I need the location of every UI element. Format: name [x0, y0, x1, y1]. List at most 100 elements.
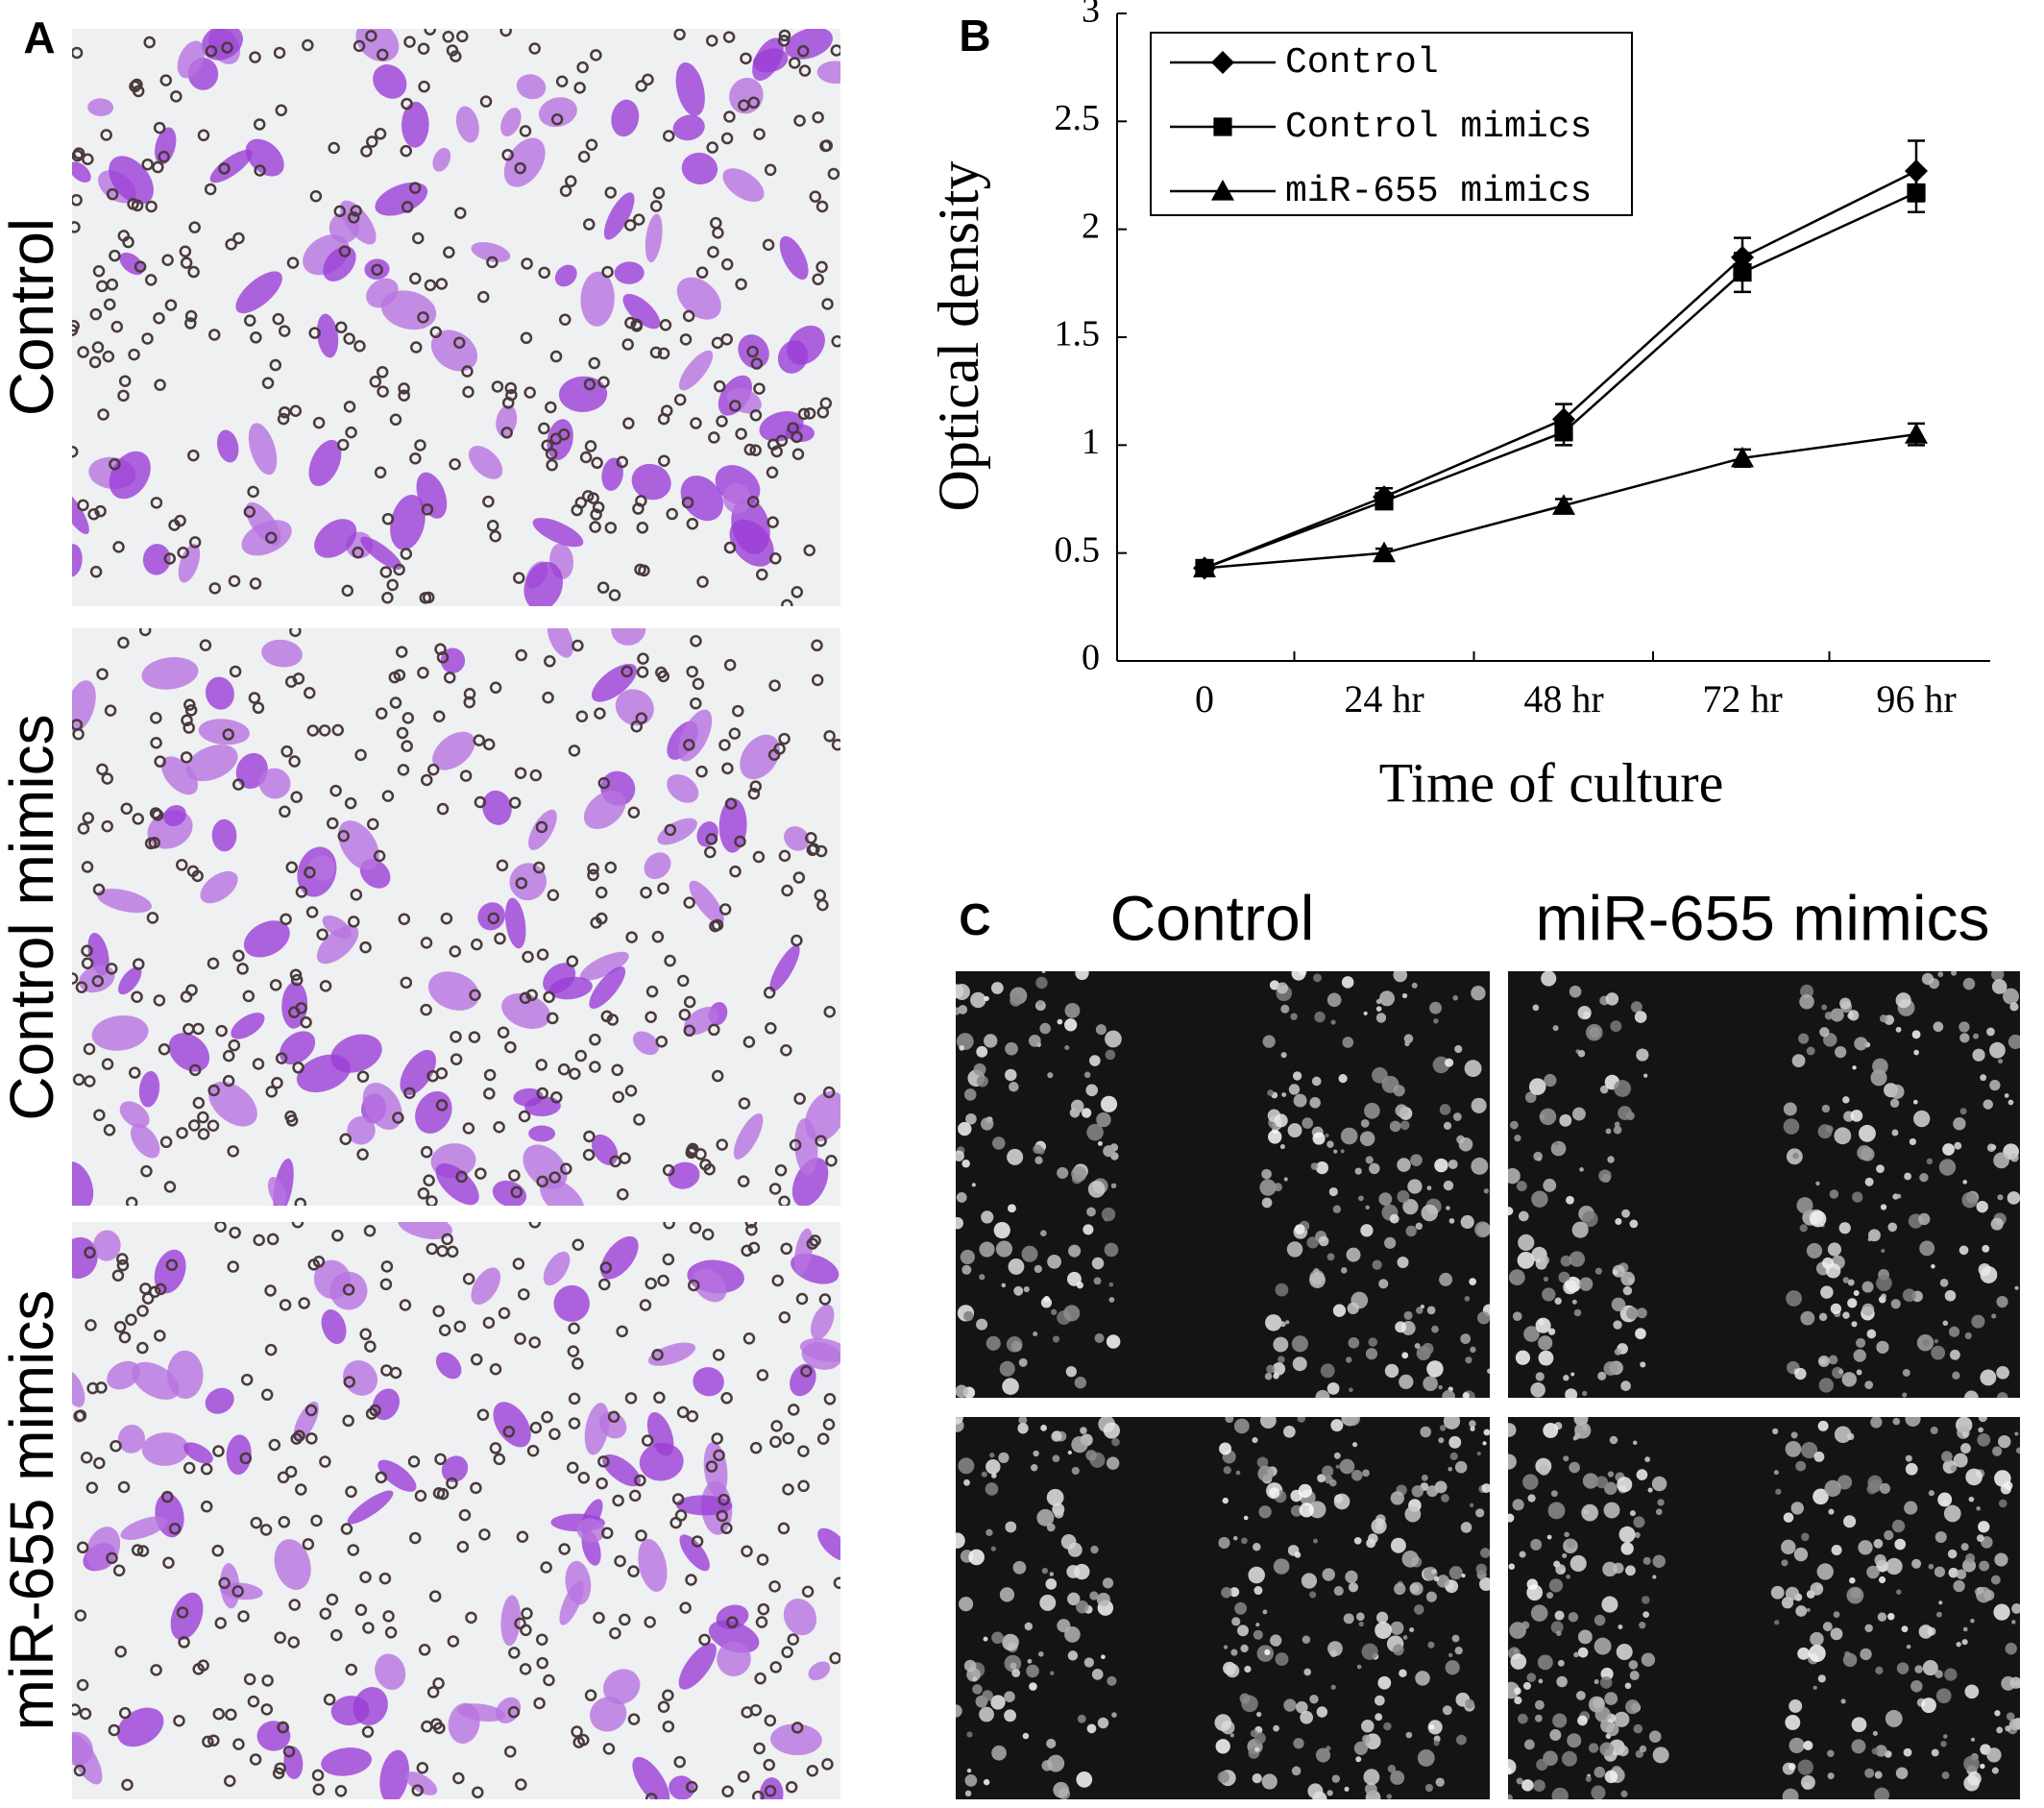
cell-speck	[1464, 1060, 1482, 1078]
cell-speck	[1445, 1660, 1460, 1675]
cell	[183, 1442, 213, 1464]
cell-speck	[1837, 1369, 1844, 1375]
cell-speck	[1273, 1558, 1290, 1575]
cell-speck	[1426, 1185, 1432, 1191]
cell	[72, 544, 83, 577]
pore	[768, 1183, 782, 1195]
cell-speck	[1002, 1378, 1019, 1395]
cell-speck	[1423, 1376, 1438, 1391]
pore	[535, 1059, 548, 1071]
cell-speck	[1375, 1622, 1392, 1639]
pore	[100, 129, 112, 141]
cell-speck	[963, 1088, 977, 1101]
pore	[548, 1428, 561, 1441]
cell-speck	[956, 1417, 963, 1425]
pore	[709, 919, 721, 933]
cell-speck	[1878, 1576, 1886, 1584]
pore	[642, 73, 654, 86]
cell-speck	[1401, 1551, 1420, 1568]
pore	[596, 912, 608, 925]
cell-speck	[1918, 1212, 1931, 1226]
pore	[462, 1272, 475, 1285]
cell	[614, 261, 645, 284]
pore	[243, 505, 256, 518]
pore	[780, 1242, 792, 1256]
cell-speck	[1928, 1490, 1934, 1497]
pore	[252, 701, 265, 715]
pore	[148, 836, 160, 849]
cell-speck	[1515, 1350, 1530, 1365]
cell-speck	[1825, 1125, 1834, 1134]
cell-speck	[1614, 1348, 1622, 1356]
cell	[801, 1342, 840, 1370]
pore	[103, 298, 116, 311]
cell-speck	[1642, 1556, 1651, 1565]
pore	[143, 36, 156, 49]
pore	[409, 272, 422, 285]
cell-speck	[1293, 1093, 1307, 1108]
pore	[627, 1565, 640, 1577]
cell-speck	[1409, 1626, 1415, 1633]
cell-speck	[1333, 1149, 1338, 1154]
pore	[498, 1307, 511, 1320]
pore	[533, 1697, 546, 1710]
cell-speck	[961, 1264, 972, 1275]
pore	[411, 232, 425, 245]
pore	[354, 748, 367, 762]
cell-speck	[1577, 1049, 1586, 1058]
cell-speck	[1086, 1723, 1097, 1734]
cell-speck	[1401, 992, 1408, 999]
pore	[536, 1633, 548, 1646]
cell-speck	[1577, 1006, 1592, 1020]
cell-speck	[1261, 1168, 1272, 1180]
cell-speck	[1365, 1782, 1377, 1796]
pore	[304, 1404, 318, 1417]
cell-speck	[986, 1528, 993, 1537]
pore	[766, 466, 779, 479]
pore	[116, 1253, 129, 1265]
cell-speck	[979, 1706, 994, 1722]
cell-speck	[1361, 1643, 1378, 1660]
cell-speck	[1101, 1207, 1116, 1222]
pore	[340, 1523, 353, 1535]
cell-speck	[1451, 1634, 1460, 1643]
cell-speck	[1866, 1329, 1877, 1339]
cell-speck	[1548, 1578, 1564, 1593]
cell-speck	[1963, 1390, 1979, 1398]
cell-speck	[2006, 1712, 2015, 1721]
pore	[337, 829, 351, 843]
cell-speck	[1275, 1652, 1289, 1667]
cell-speck	[1876, 1164, 1885, 1173]
pore	[104, 704, 117, 717]
cell-speck	[1947, 1549, 1958, 1559]
pore	[690, 697, 702, 710]
cell-speck	[1101, 1654, 1106, 1660]
pore	[426, 1195, 438, 1206]
pore	[588, 356, 601, 370]
cell-speck	[984, 1034, 998, 1048]
pore	[781, 884, 793, 897]
pore	[787, 1633, 800, 1646]
cell-speck	[1864, 1624, 1873, 1633]
pore	[277, 1471, 290, 1484]
cell	[471, 1267, 501, 1306]
cell	[427, 971, 479, 1011]
cell-speck	[1277, 982, 1288, 994]
cell	[321, 1309, 347, 1344]
cell-speck	[1941, 1451, 1953, 1463]
pore	[651, 930, 665, 943]
cell	[120, 1516, 168, 1540]
cell-speck	[970, 991, 986, 1009]
cell-speck	[1291, 971, 1306, 981]
cell-speck	[1817, 1420, 1829, 1431]
pore	[763, 1758, 775, 1771]
cell	[540, 1178, 585, 1206]
cell-speck	[1531, 1190, 1548, 1208]
cell-speck	[1333, 1452, 1341, 1459]
cell-speck	[1446, 1206, 1450, 1210]
cell-speck	[1629, 1671, 1640, 1681]
cell-speck	[1604, 1692, 1618, 1705]
cell-speck	[1462, 1392, 1470, 1398]
pore	[227, 1260, 239, 1273]
pore	[364, 1340, 377, 1353]
